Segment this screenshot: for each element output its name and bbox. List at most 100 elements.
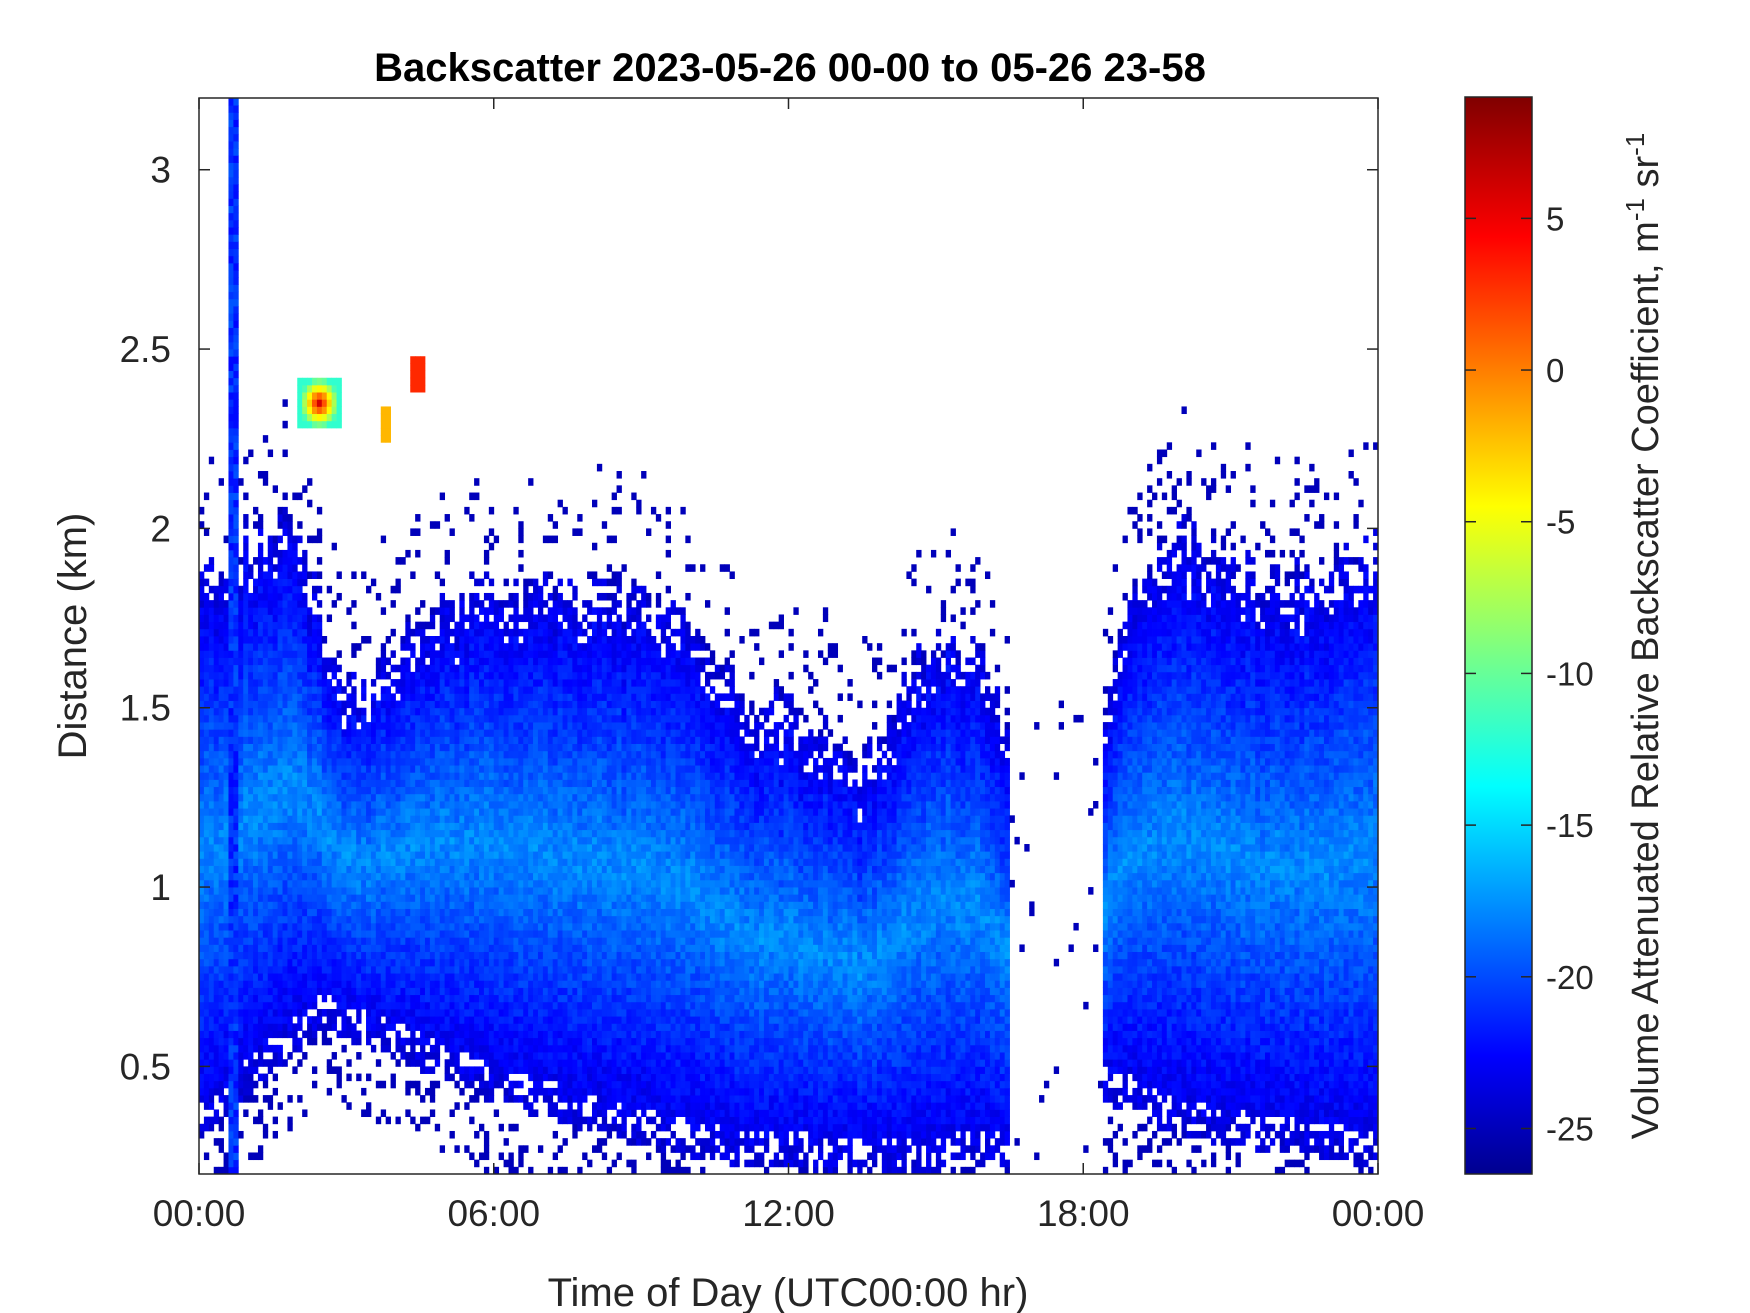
heatmap-cell [316,413,323,422]
heatmap-cell [208,714,215,723]
heatmap-cell [331,822,337,831]
heatmap-cell [297,815,303,823]
heatmap-cell [267,757,274,766]
heatmap-cell [498,779,504,788]
heatmap-cell [346,829,352,838]
heatmap-cell [518,757,524,766]
heatmap-cell [228,750,234,759]
heatmap-cell [449,700,455,709]
heatmap-cell [213,1087,220,1096]
heatmap-cell [292,542,298,551]
heatmap-cell [469,800,475,809]
heatmap-cell [493,722,500,730]
heatmap-cell [400,844,406,852]
heatmap-cell [444,722,450,730]
heatmap-cell [277,965,283,974]
heatmap-cell [199,578,205,587]
heatmap-cell [321,377,328,386]
heatmap-cell [233,148,239,156]
heatmap-cell [218,679,224,687]
heatmap-cell [253,844,259,852]
heatmap-cell [537,743,544,752]
heatmap-cell [311,958,318,967]
heatmap-cell [542,1073,549,1082]
heatmap-cell [415,607,421,615]
heatmap-cell [429,930,436,938]
heatmap-cell [282,757,288,766]
heatmap-cell [537,901,544,909]
heatmap-cell [405,1016,411,1024]
heatmap-cell [513,757,519,766]
heatmap-cell [454,800,460,809]
heatmap-cell [483,743,490,752]
heatmap-cell [405,1023,411,1031]
heatmap-cell [228,384,234,393]
heatmap-cell [223,779,229,788]
heatmap-cell [439,980,446,988]
heatmap-cell [302,930,308,938]
heatmap-cell [424,1016,431,1024]
heatmap-cell [483,836,490,845]
heatmap-cell [454,829,460,838]
heatmap-cell [208,636,215,644]
heatmap-cell [307,922,313,931]
heatmap-cell [233,693,239,701]
heatmap-cell [292,657,298,666]
heatmap-cell [444,800,450,809]
heatmap-cell [223,1080,229,1089]
heatmap-cell [518,643,524,651]
heatmap-cell [483,729,490,737]
heatmap-cell [439,958,446,967]
heatmap-cell [459,628,465,637]
heatmap-cell [302,664,308,673]
heatmap-cell [479,707,485,716]
heatmap-cell [311,650,318,658]
heatmap-cell [533,671,539,680]
heatmap-cell [203,1001,210,1010]
heatmap-cell [375,844,382,852]
heatmap-cell [420,750,426,759]
heatmap-cell [262,930,269,938]
heatmap-cell [326,865,333,874]
heatmap-cell [444,851,450,859]
heatmap-cell [434,664,441,673]
heatmap-cell [253,836,259,845]
heatmap-cell [415,1037,421,1046]
heatmap-cell [537,879,544,888]
heatmap-cell [292,793,298,802]
heatmap-cell [518,1037,524,1046]
heatmap-cell [257,808,264,816]
heatmap-cell [518,779,524,788]
heatmap-cell [228,1023,234,1031]
heatmap-cell [469,865,475,874]
heatmap-cell [267,922,274,931]
heatmap-cell [533,980,539,988]
heatmap-cell [267,980,274,988]
heatmap-cell [528,800,534,809]
heatmap-cell [253,1095,259,1103]
heatmap-cell [454,944,460,953]
heatmap-cell [208,1009,215,1017]
heatmap-cell [439,779,446,788]
heatmap-cell [272,808,278,816]
heatmap-cell [488,1037,495,1046]
heatmap-cell [223,1044,229,1053]
heatmap-cell [454,1016,460,1024]
heatmap-cell [420,736,426,744]
heatmap-cell [331,779,337,788]
heatmap-cell [405,707,411,716]
heatmap-cell [336,829,342,838]
heatmap-cell [262,822,269,831]
heatmap-cell [203,1016,210,1024]
heatmap-cell [223,657,229,666]
heatmap-cell [233,219,239,228]
heatmap-cell [223,607,229,615]
heatmap-cell [351,822,357,831]
heatmap-cell [243,980,249,988]
heatmap-cell [277,736,283,744]
heatmap-cell [233,284,239,293]
heatmap-cell [464,700,470,709]
heatmap-cell [513,1166,519,1175]
heatmap-cell [341,786,347,795]
heatmap-cell [518,937,524,945]
